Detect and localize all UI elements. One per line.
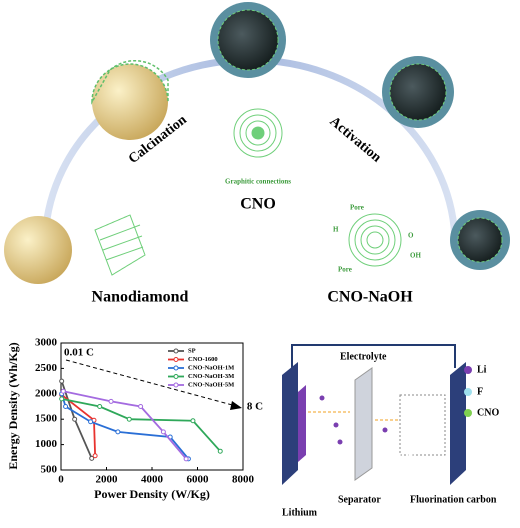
x-tick-label: 2000 (96, 474, 119, 486)
y-tick-label: 3000 (35, 337, 58, 349)
legend-marker (173, 348, 179, 354)
legend-marker (173, 365, 179, 371)
point (115, 429, 121, 435)
x-tick-label: 6000 (187, 474, 210, 486)
legend-f: F (477, 386, 483, 397)
act-core (389, 63, 447, 121)
legend-label: CNO-1600 (188, 356, 218, 363)
lithium: Lithium (282, 507, 318, 518)
point (59, 378, 65, 384)
annotation: 8 C (247, 401, 263, 413)
point (183, 456, 189, 462)
x-axis-label: Power Density (W/Kg) (94, 487, 210, 501)
legend-label: SP (188, 347, 196, 354)
pore: Pore (338, 266, 352, 274)
annotation: 0.01 C (64, 347, 94, 359)
y-tick-label: 2500 (35, 362, 58, 374)
point (190, 418, 196, 424)
x-tick-label: 8000 (232, 474, 255, 486)
point (108, 398, 114, 404)
point (92, 453, 98, 459)
separator: Separator (338, 494, 381, 505)
legend-marker (173, 357, 179, 362)
product2: CNO-NaOH (327, 289, 413, 306)
legend-cno: CNO (477, 407, 499, 418)
pore: Pore (350, 204, 364, 212)
point (63, 404, 69, 409)
legend-marker (173, 382, 179, 388)
start: Nanodiamond (92, 289, 189, 306)
point (217, 448, 223, 454)
point (89, 455, 95, 461)
legend-li: Li (477, 364, 487, 375)
product1: CNO (240, 196, 276, 213)
electrolyte: Electrolyte (340, 351, 387, 362)
y-tick-label: 500 (41, 464, 58, 476)
legend-marker (173, 374, 179, 379)
point (59, 396, 65, 402)
series-line (63, 390, 187, 460)
point (138, 404, 144, 409)
cage (91, 59, 169, 105)
oh: OH (410, 252, 421, 260)
o: O (408, 232, 414, 240)
legend-label: CNO-NaOH-3M (188, 373, 234, 380)
h: H (333, 226, 339, 234)
lif: LiF (398, 452, 414, 463)
point (160, 429, 166, 435)
battery (282, 344, 472, 485)
y-tick-label: 1500 (35, 413, 58, 425)
point (126, 416, 132, 422)
x-tick-label: 4000 (141, 474, 164, 486)
final-core (457, 217, 503, 263)
cno-core (217, 9, 279, 71)
nanodiamond-sphere (4, 216, 72, 284)
li-plus: Li+ (318, 459, 333, 470)
connections: Graphitic connections (225, 178, 291, 186)
carbon: Fluorination carbon (410, 494, 497, 505)
point (97, 404, 103, 409)
legend-label: CNO-NaOH-1M (188, 364, 234, 371)
point (88, 419, 94, 425)
legend-label: CNO-NaOH-5M (188, 381, 234, 388)
arrowhead (230, 401, 242, 410)
x-tick-label: 0 (58, 474, 64, 486)
y-tick-label: 1000 (35, 438, 58, 450)
step2: Activation (327, 114, 384, 166)
y-tick-label: 2000 (35, 387, 58, 399)
sphere-cage (92, 64, 168, 140)
cno-rings (94, 108, 402, 276)
arrow (65, 359, 237, 407)
point (60, 388, 66, 394)
point (72, 416, 78, 422)
y-axis-label: Energy Density (Wh/Kg) (6, 342, 20, 469)
